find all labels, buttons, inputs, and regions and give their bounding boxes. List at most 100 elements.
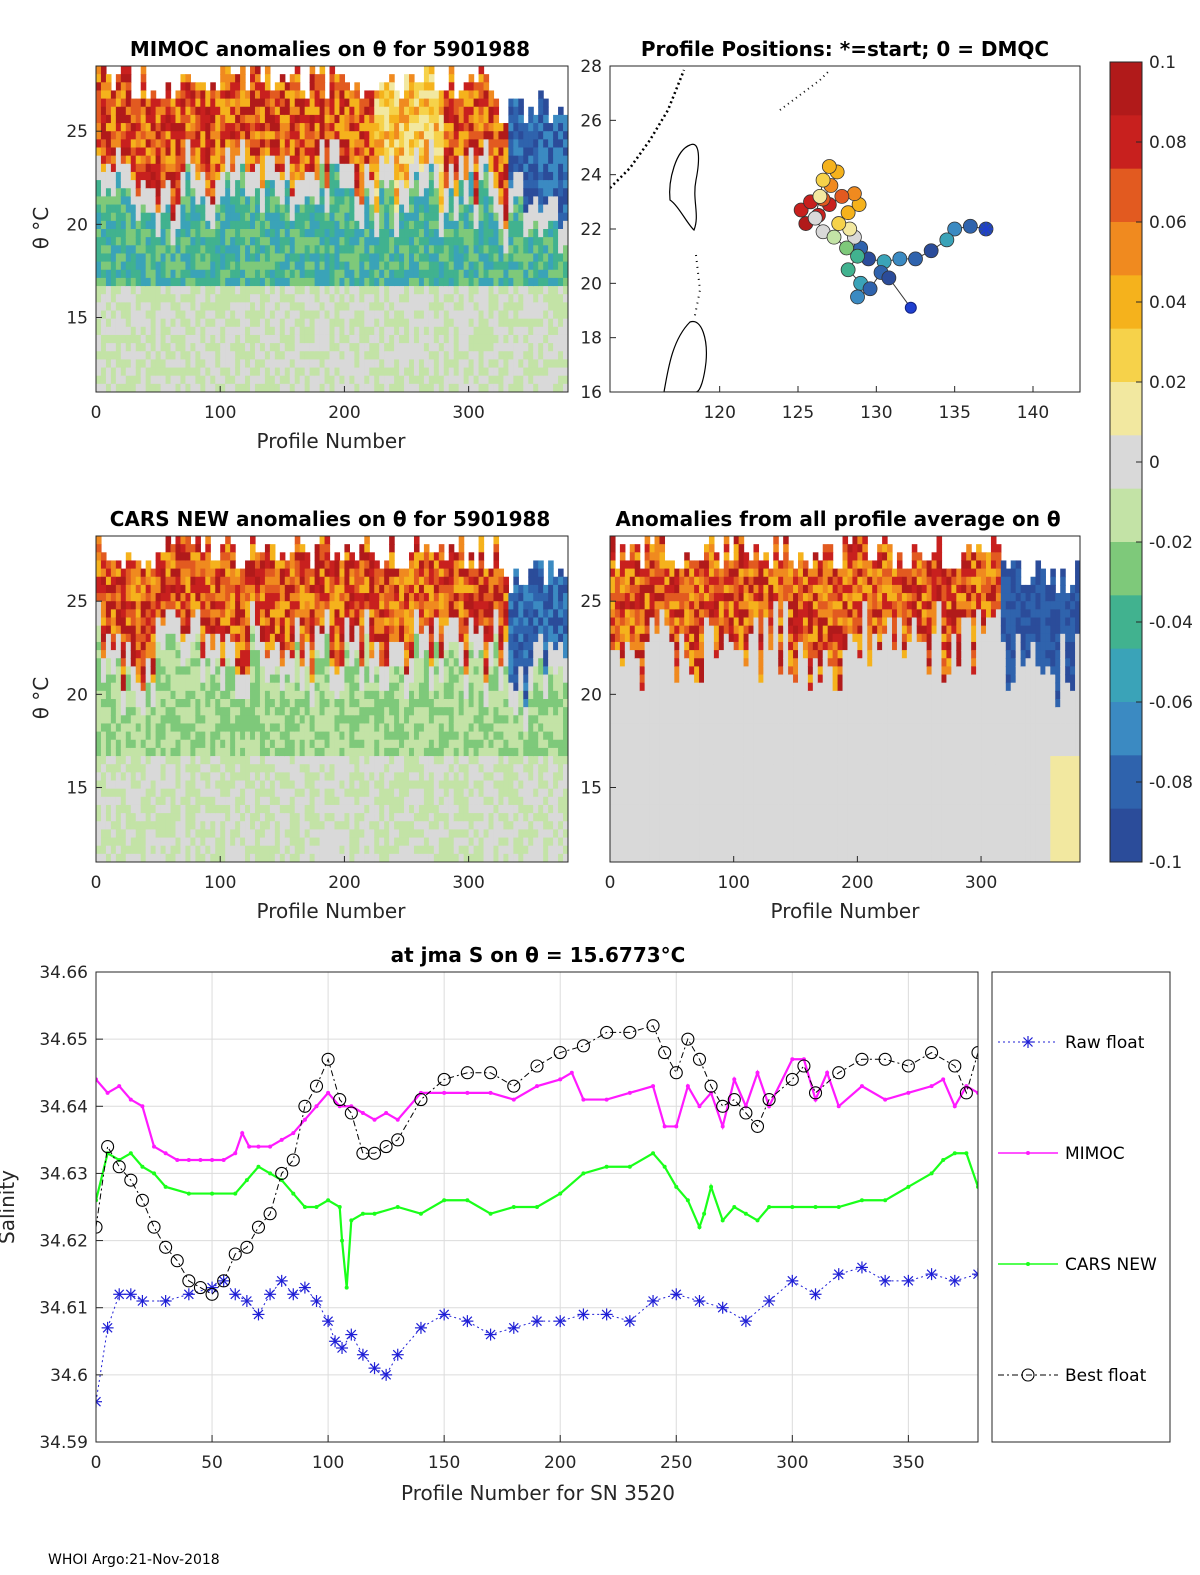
heatmap-cell bbox=[259, 106, 266, 116]
heatmap-cell bbox=[180, 601, 187, 610]
heatmap-cell bbox=[205, 584, 211, 594]
heatmap-cell bbox=[220, 212, 226, 222]
heatmap-cell bbox=[503, 343, 509, 352]
heatmap-cell bbox=[498, 180, 505, 189]
heatmap-cell bbox=[235, 245, 241, 255]
heatmap-cell bbox=[548, 229, 554, 238]
heatmap-cell bbox=[195, 204, 201, 214]
heatmap-cell bbox=[409, 253, 415, 263]
heatmap-cell bbox=[175, 286, 182, 295]
heatmap-cell bbox=[135, 796, 142, 806]
heatmap-cell bbox=[329, 383, 336, 392]
heatmap-cell bbox=[498, 367, 505, 377]
track-point bbox=[881, 270, 897, 286]
heatmap-cell bbox=[96, 609, 102, 619]
heatmap-cell bbox=[170, 544, 177, 553]
heatmap-cell bbox=[269, 123, 276, 132]
start-marker bbox=[979, 222, 993, 236]
heatmap-cell bbox=[468, 82, 475, 92]
heatmap-cell bbox=[105, 351, 112, 360]
heatmap-cell bbox=[558, 147, 564, 157]
heatmap-cell bbox=[160, 188, 167, 197]
heatmap-cell bbox=[324, 229, 331, 238]
heatmap-cell bbox=[538, 147, 544, 157]
heatmap-cell bbox=[195, 650, 201, 659]
heatmap-cell bbox=[478, 155, 485, 165]
heatmap-cell bbox=[155, 756, 162, 765]
heatmap-cell bbox=[200, 813, 206, 822]
heatmap-cell bbox=[240, 277, 246, 287]
heatmap-cell bbox=[96, 375, 102, 385]
heatmap-cell bbox=[210, 277, 216, 287]
heatmap-cell bbox=[284, 82, 291, 92]
heatmap-cell bbox=[413, 204, 420, 214]
heatmap-cell bbox=[533, 245, 539, 255]
heatmap-cell bbox=[254, 813, 261, 822]
heatmap-cell bbox=[190, 163, 196, 173]
heatmap-cell bbox=[215, 114, 221, 124]
heatmap-cell bbox=[493, 220, 500, 230]
heatmap-cell bbox=[518, 229, 524, 238]
heatmap-cell bbox=[105, 617, 112, 627]
heatmap-cell bbox=[364, 261, 370, 271]
heatmap-cell bbox=[205, 261, 211, 271]
heatmap-cell bbox=[105, 131, 112, 140]
heatmap-cell bbox=[140, 180, 147, 189]
heatmap-cell bbox=[418, 253, 425, 263]
heatmap-cell bbox=[240, 318, 246, 328]
heatmap-cell bbox=[145, 593, 152, 602]
heatmap-cell bbox=[190, 772, 196, 782]
heatmap-cell bbox=[130, 343, 137, 352]
heatmap-cell bbox=[334, 155, 341, 165]
heatmap-cell bbox=[513, 318, 519, 328]
heatmap-cell bbox=[150, 261, 157, 271]
heatmap-cell bbox=[473, 367, 480, 377]
heatmap-cell bbox=[423, 82, 430, 92]
heatmap-cell bbox=[254, 375, 261, 385]
heatmap-cell bbox=[329, 245, 336, 255]
heatmap-cell bbox=[220, 747, 226, 757]
heatmap-cell bbox=[160, 220, 167, 230]
heatmap-cell bbox=[364, 375, 370, 385]
heatmap-cell bbox=[443, 147, 450, 157]
heatmap-cell bbox=[264, 593, 271, 602]
heatmap-cell bbox=[389, 90, 395, 100]
heatmap-cell bbox=[458, 123, 465, 132]
heatmap-cell bbox=[438, 294, 445, 303]
heatmap-cell bbox=[210, 650, 216, 659]
heatmap-cell bbox=[518, 237, 524, 246]
heatmap-cell bbox=[230, 666, 236, 676]
heatmap-cell bbox=[339, 237, 346, 246]
heatmap-cell bbox=[215, 821, 221, 830]
heatmap-cell bbox=[225, 690, 231, 700]
heatmap-cell bbox=[409, 196, 415, 206]
heatmap-cell bbox=[498, 237, 505, 246]
heatmap-cell bbox=[309, 383, 316, 392]
heatmap-cell bbox=[304, 180, 311, 189]
heatmap-cell bbox=[294, 326, 301, 336]
heatmap-cell bbox=[448, 139, 455, 149]
heatmap-cell bbox=[508, 261, 514, 271]
heatmap-cell bbox=[250, 383, 256, 392]
heatmap-cell bbox=[269, 326, 276, 336]
heatmap-cell bbox=[220, 220, 226, 230]
heatmap-cell bbox=[254, 253, 261, 263]
heatmap-cell bbox=[548, 302, 554, 312]
heatmap-cell bbox=[205, 747, 211, 757]
heatmap-cell bbox=[200, 552, 206, 562]
heatmap-cell bbox=[195, 544, 201, 553]
heatmap-cell bbox=[254, 326, 261, 336]
heatmap-cell bbox=[553, 326, 559, 336]
heatmap-cell bbox=[394, 318, 400, 328]
heatmap-cell bbox=[135, 829, 142, 839]
heatmap-cell bbox=[150, 739, 157, 749]
heatmap-cell bbox=[135, 343, 142, 352]
heatmap-cell bbox=[473, 212, 480, 222]
heatmap-cell bbox=[205, 723, 211, 733]
heatmap-cell bbox=[215, 123, 221, 132]
heatmap-cell bbox=[458, 180, 465, 189]
heatmap-cell bbox=[120, 212, 127, 222]
heatmap-cell bbox=[120, 147, 127, 157]
heatmap-cell bbox=[254, 139, 261, 149]
heatmap-cell bbox=[210, 163, 216, 173]
